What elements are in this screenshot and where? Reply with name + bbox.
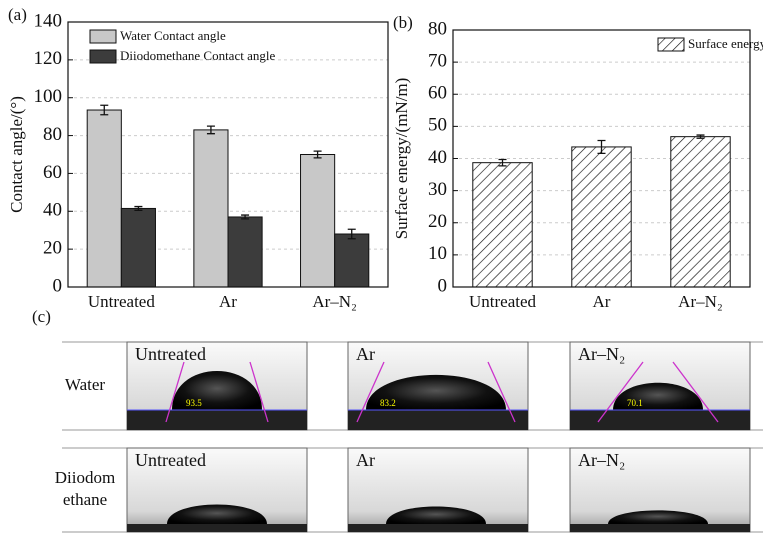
tangent (597, 361, 644, 423)
bar (472, 162, 533, 288)
y-axis-label: Surface energy/(mN/m) (392, 78, 411, 240)
y-tick-label: 60 (43, 162, 62, 183)
y-tick-label: 100 (34, 86, 63, 107)
y-tick-label: 10 (428, 243, 447, 264)
y-tick-label: 20 (428, 211, 447, 232)
bar (86, 109, 122, 288)
bar (300, 154, 336, 288)
y-tick-label: 0 (53, 275, 63, 296)
row-label: Diiodom (55, 468, 115, 487)
droplet (172, 371, 262, 410)
row-label: Water (65, 375, 105, 394)
y-tick-label: 20 (43, 238, 62, 259)
image-label: Ar (356, 344, 375, 364)
error-bar (498, 158, 507, 167)
bar (193, 129, 229, 288)
y-tick-label: 140 (34, 10, 63, 31)
plot-frame (452, 29, 751, 288)
legend-swatch (657, 37, 685, 52)
bar (334, 233, 370, 288)
error-bar (597, 139, 606, 155)
droplet (167, 504, 267, 524)
legend-label: Diiodomethane Contact angle (120, 48, 275, 63)
droplet (613, 382, 703, 410)
x-tick-label: Untreated (88, 292, 156, 311)
substrate (127, 524, 307, 532)
error-bar (313, 150, 322, 159)
tangent (165, 361, 185, 423)
error-bar (241, 214, 250, 220)
bar (670, 136, 731, 288)
x-tick-label: Untreated (469, 292, 537, 311)
error-bar (100, 104, 109, 116)
image-label: Ar–N₂ (578, 344, 625, 364)
error-bar (696, 134, 705, 139)
substrate (348, 410, 528, 430)
x-tick-label: Ar (219, 292, 237, 311)
substrate (348, 524, 528, 532)
substrate (570, 410, 750, 430)
x-tick-label: Ar–N₂ (678, 292, 723, 311)
x-tick-label: Ar (593, 292, 611, 311)
y-tick-label: 80 (428, 18, 447, 39)
legend-label: Water Contact angle (120, 28, 226, 43)
y-tick-label: 80 (43, 124, 62, 145)
tangent (672, 361, 719, 423)
y-tick-label: 0 (438, 275, 448, 296)
plot-frame (67, 21, 389, 288)
substrate (570, 524, 750, 532)
droplet (608, 510, 708, 524)
tangent (356, 361, 385, 423)
bar (120, 207, 156, 288)
error-bar (347, 228, 356, 240)
substrate (127, 410, 307, 430)
y-tick-label: 30 (428, 179, 447, 200)
error-bar (134, 205, 143, 211)
tangent (487, 361, 516, 423)
y-axis-label: Contact angle/(°) (7, 96, 26, 213)
y-tick-label: 70 (428, 50, 447, 71)
y-tick-label: 60 (428, 83, 447, 104)
y-tick-label: 40 (43, 200, 62, 221)
image-label: Ar–N₂ (578, 450, 625, 470)
bar (227, 216, 263, 288)
angle-label: 83.2 (380, 398, 396, 408)
tangent (249, 361, 269, 423)
x-tick-label: Ar–N₂ (312, 292, 357, 311)
y-tick-label: 40 (428, 147, 447, 168)
image-label: Ar (356, 450, 375, 470)
legend-swatch (89, 29, 117, 44)
image-label: Untreated (135, 450, 206, 470)
panel-label: (c) (32, 307, 51, 326)
droplet (366, 374, 506, 410)
droplet (386, 506, 486, 524)
image-label: Untreated (135, 344, 206, 364)
bar (571, 146, 632, 288)
legend-label: Surface energy (688, 36, 763, 51)
panel-label: (b) (393, 13, 413, 32)
angle-label: 70.1 (627, 398, 643, 408)
error-bar (206, 125, 215, 135)
y-tick-label: 120 (34, 48, 63, 69)
y-tick-label: 50 (428, 115, 447, 136)
row-label: ethane (63, 490, 107, 509)
panel-label: (a) (8, 5, 27, 24)
angle-label: 93.5 (186, 398, 202, 408)
legend-swatch (89, 49, 117, 64)
